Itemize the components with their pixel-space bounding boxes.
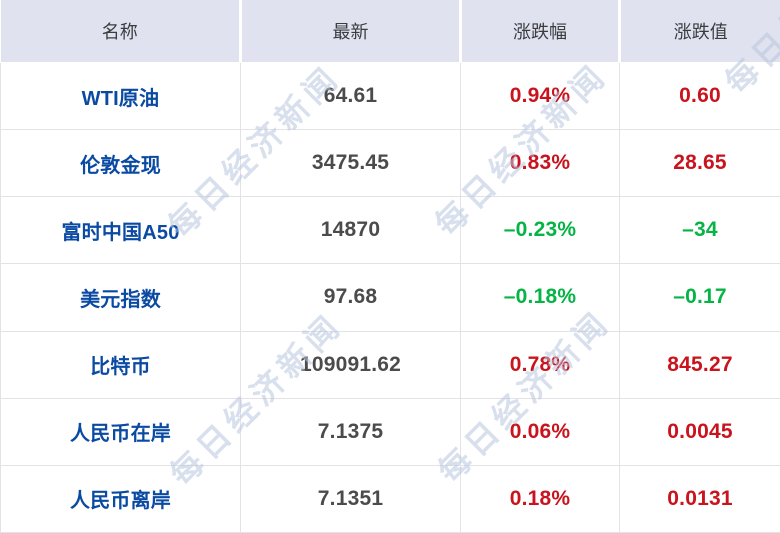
change-percent: 0.78% [460,330,620,399]
instrument-name: 富时中国A50 [0,196,241,265]
table-row: 人民币在岸 7.1375 0.06% 0.0045 [0,397,780,466]
instrument-name: 伦敦金现 [0,129,241,198]
latest-price: 7.1351 [240,464,461,533]
change-value: 0.60 [619,61,780,131]
change-value: 845.27 [619,330,780,399]
change-percent: 0.06% [460,397,620,466]
change-value: 0.0045 [619,397,780,466]
latest-price: 97.68 [240,263,461,332]
header-change-val: 涨跌值 [619,0,780,63]
latest-price: 64.61 [240,61,461,131]
table-row: 美元指数 97.68 –0.18% –0.17 [0,263,780,332]
change-percent: 0.94% [460,61,620,131]
instrument-name: 美元指数 [0,263,241,332]
table-row: 比特币 109091.62 0.78% 845.27 [0,330,780,399]
change-value: –0.17 [619,263,780,332]
change-percent: –0.18% [460,263,620,332]
header-change-pct: 涨跌幅 [460,0,621,63]
table-row: 富时中国A50 14870 –0.23% –34 [0,196,780,265]
header-latest: 最新 [240,0,462,63]
instrument-name: WTI原油 [0,61,241,131]
change-value: 28.65 [619,129,780,198]
instrument-name: 比特币 [0,330,241,399]
latest-price: 7.1375 [240,397,461,466]
table-row: 伦敦金现 3475.45 0.83% 28.65 [0,129,780,198]
change-percent: 0.18% [460,464,620,533]
instrument-name: 人民币离岸 [0,464,241,533]
change-value: 0.0131 [619,464,780,533]
latest-price: 14870 [240,196,461,265]
table-row: WTI原油 64.61 0.94% 0.60 [0,61,780,131]
change-value: –34 [619,196,780,265]
change-percent: –0.23% [460,196,620,265]
latest-price: 109091.62 [240,330,461,399]
table-row: 人民币离岸 7.1351 0.18% 0.0131 [0,464,780,533]
table-header-row: 名称 最新 涨跌幅 涨跌值 [0,0,780,63]
change-percent: 0.83% [460,129,620,198]
header-name: 名称 [0,0,242,63]
instrument-name: 人民币在岸 [0,397,241,466]
latest-price: 3475.45 [240,129,461,198]
